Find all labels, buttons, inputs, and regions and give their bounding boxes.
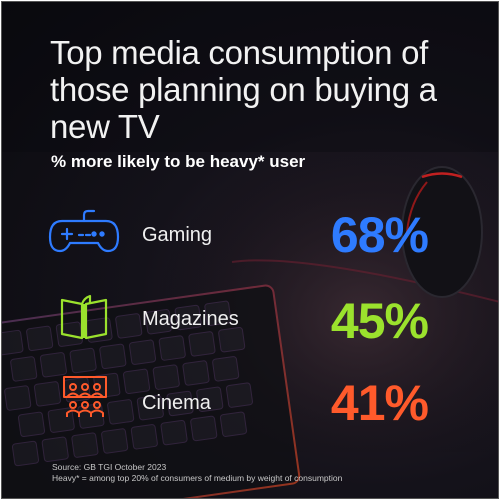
row-label-magazines: Magazines [142, 308, 239, 330]
source-note: Source: GB TGI October 2023 Heavy* = amo… [52, 462, 342, 484]
row-value-magazines: 45% [330, 293, 429, 349]
source-line: Source: GB TGI October 2023 [52, 462, 167, 472]
page-title: Top media consumption of those planning … [50, 34, 437, 145]
cinema-audience-icon [62, 375, 108, 426]
subtitle: % more likely to be heavy* user [51, 152, 306, 171]
row-label-cinema: Cinema [142, 392, 211, 414]
footnote-line: Heavy* = among top 20% of consumers of m… [52, 473, 343, 483]
row-value-cinema: 41% [330, 375, 429, 431]
book-icon [60, 292, 108, 345]
row-value-gaming: 68% [330, 207, 429, 263]
gamepad-icon [48, 207, 120, 260]
row-label-gaming: Gaming [142, 224, 213, 246]
